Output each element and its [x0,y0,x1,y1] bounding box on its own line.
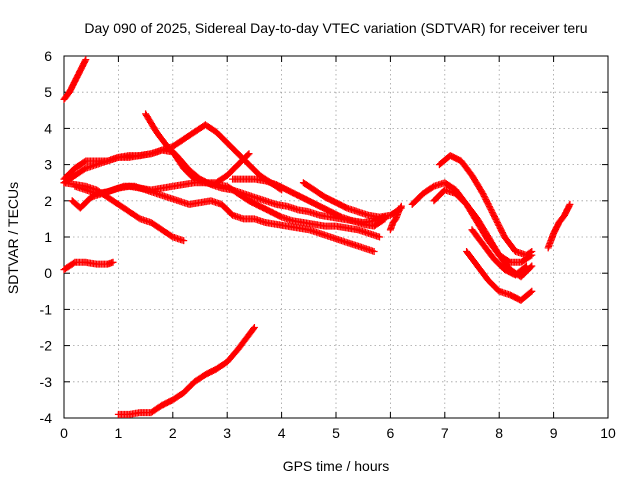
axis-ticks: 0 1 2 3 4 5 6 7 8 9 10 -4 -3 -2 -1 0 1 2 3 4 5 6 [40,48,616,441]
y-tick-label: 1 [44,229,52,245]
y-tick-label: 2 [44,193,52,209]
y-tick-label: 4 [44,120,52,136]
series-arc-1 [60,56,90,103]
data-point-markers [463,248,536,304]
x-tick-label: 6 [387,425,395,441]
data-point-markers [114,324,258,418]
y-tick-label: 0 [44,265,52,281]
y-tick-label: -2 [40,338,53,354]
x-tick-label: 9 [550,425,558,441]
series-arc-17 [468,226,530,279]
data-point-markers [60,56,90,103]
y-tick-label: 3 [44,157,52,173]
series-arc-2 [60,258,117,274]
x-tick-label: 4 [278,425,286,441]
y-tick-label: -3 [40,374,53,390]
x-tick-label: 1 [115,425,123,441]
x-tick-label: 7 [441,425,449,441]
x-tick-label: 10 [600,425,616,441]
x-tick-label: 2 [169,425,177,441]
series-arc-9 [229,175,389,230]
y-tick-label: -1 [40,301,53,317]
data-point-markers [468,226,530,279]
series-arc-6 [68,182,378,255]
x-tick-label: 0 [60,425,68,441]
series-arc-11 [386,202,405,234]
x-axis-label: GPS time / hours [283,458,390,474]
y-tick-label: 5 [44,84,52,100]
series-arc-15 [435,152,536,259]
data-point-markers [60,258,117,274]
y-axis-label: SDTVAR / TECUs [5,182,21,294]
data-point-markers [544,200,574,252]
x-tick-label: 8 [495,425,503,441]
series-arc-12 [114,324,258,418]
series-arc-10 [299,179,405,221]
x-tick-label: 5 [332,425,340,441]
x-tick-label: 3 [223,425,231,441]
data-point-markers [68,182,378,255]
data-point-markers [430,186,536,281]
data-point-markers [386,202,405,234]
series-arc-16 [463,248,536,304]
y-tick-label: -4 [40,410,53,426]
series-arc-14 [430,186,536,281]
grid-lines [64,56,608,418]
data-point-markers [299,179,405,221]
data-series [60,56,574,418]
data-point-markers [435,152,536,259]
y-tick-label: 6 [44,48,52,64]
chart-title: Day 090 of 2025, Sidereal Day-to-day VTE… [84,20,587,36]
series-arc-18 [544,200,574,252]
data-point-markers [229,175,389,230]
